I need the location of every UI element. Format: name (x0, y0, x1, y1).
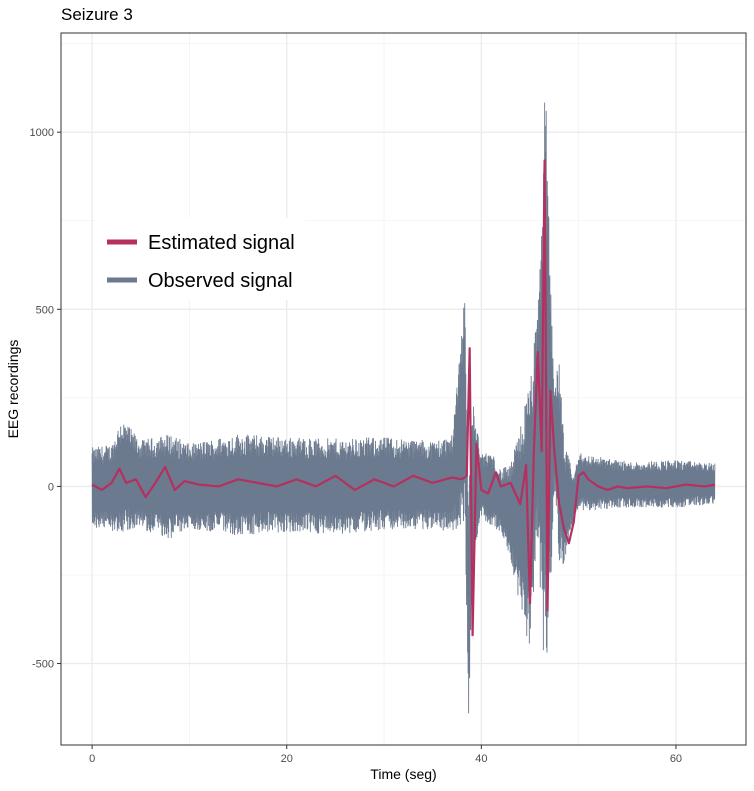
x-tick-label: 0 (89, 753, 95, 765)
y-axis-title: EEG recordings (5, 340, 21, 439)
estimated-signal-series (91, 159, 716, 637)
y-tick-label: 0 (48, 481, 54, 493)
x-tick-label: 20 (281, 753, 293, 765)
y-tick-label: 1000 (30, 127, 54, 139)
legend-background (95, 218, 305, 300)
chart-title: Seizure 3 (61, 5, 133, 24)
legend-label: Observed signal (148, 270, 293, 292)
y-tick-label: 500 (36, 304, 54, 316)
x-tick-label: 60 (670, 753, 682, 765)
plot-panel-border (60, 32, 747, 746)
legend-label: Estimated signal (148, 232, 295, 254)
estimated-signal-line (91, 159, 716, 637)
x-tick-label: 40 (475, 753, 487, 765)
x-axis-title: Time (seg) (370, 766, 436, 782)
observed-signal-series (91, 102, 716, 714)
legend: Estimated signal Observed signal (95, 218, 305, 300)
observed-signal-line (91, 102, 716, 714)
axis-ticks: 0 20 40 60 -500 0 500 1000 (30, 127, 683, 765)
y-tick-label: -500 (32, 659, 54, 671)
